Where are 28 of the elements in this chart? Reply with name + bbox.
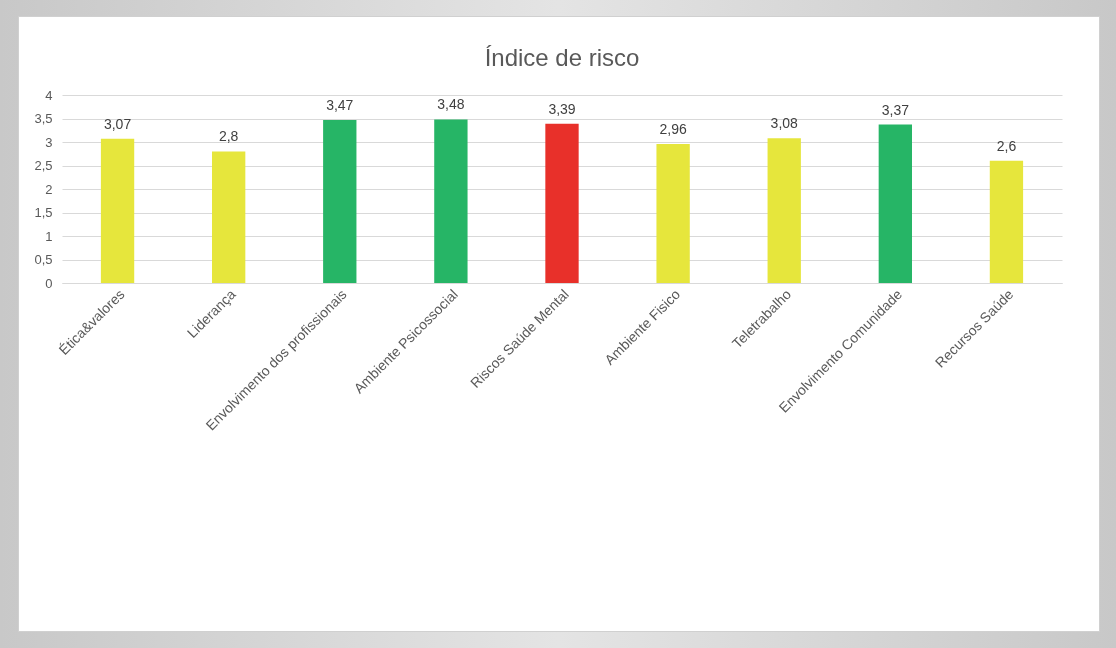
data-label: 3,47 xyxy=(326,96,354,113)
bar xyxy=(767,138,801,283)
bar xyxy=(989,160,1024,283)
data-label: 2,96 xyxy=(659,120,687,137)
bar xyxy=(656,143,690,283)
bar xyxy=(878,124,912,283)
bar xyxy=(434,119,468,283)
data-label: 3,39 xyxy=(548,100,576,117)
data-label: 3,37 xyxy=(881,101,910,118)
y-tick-label: 0,5 xyxy=(34,252,53,267)
data-label: 3,08 xyxy=(770,115,799,132)
y-tick-label: 2 xyxy=(45,181,53,197)
data-label: 3,07 xyxy=(103,115,132,132)
bar xyxy=(545,123,579,283)
chart-title: Índice de risco xyxy=(484,44,640,71)
y-tick-label: 4 xyxy=(45,87,53,103)
y-tick-label: 1 xyxy=(45,228,53,244)
bar xyxy=(323,119,357,283)
y-tick-label: 0 xyxy=(45,275,53,291)
bar xyxy=(212,151,246,283)
data-label: 3,48 xyxy=(437,96,465,113)
y-tick-label: 2,5 xyxy=(34,158,53,173)
bar xyxy=(100,138,135,283)
y-tick-label: 3,5 xyxy=(34,111,53,126)
y-tick-label: 1,5 xyxy=(34,205,53,220)
y-tick-label: 3 xyxy=(45,134,53,150)
data-label: 2,6 xyxy=(996,137,1017,154)
data-label: 2,8 xyxy=(218,128,239,145)
